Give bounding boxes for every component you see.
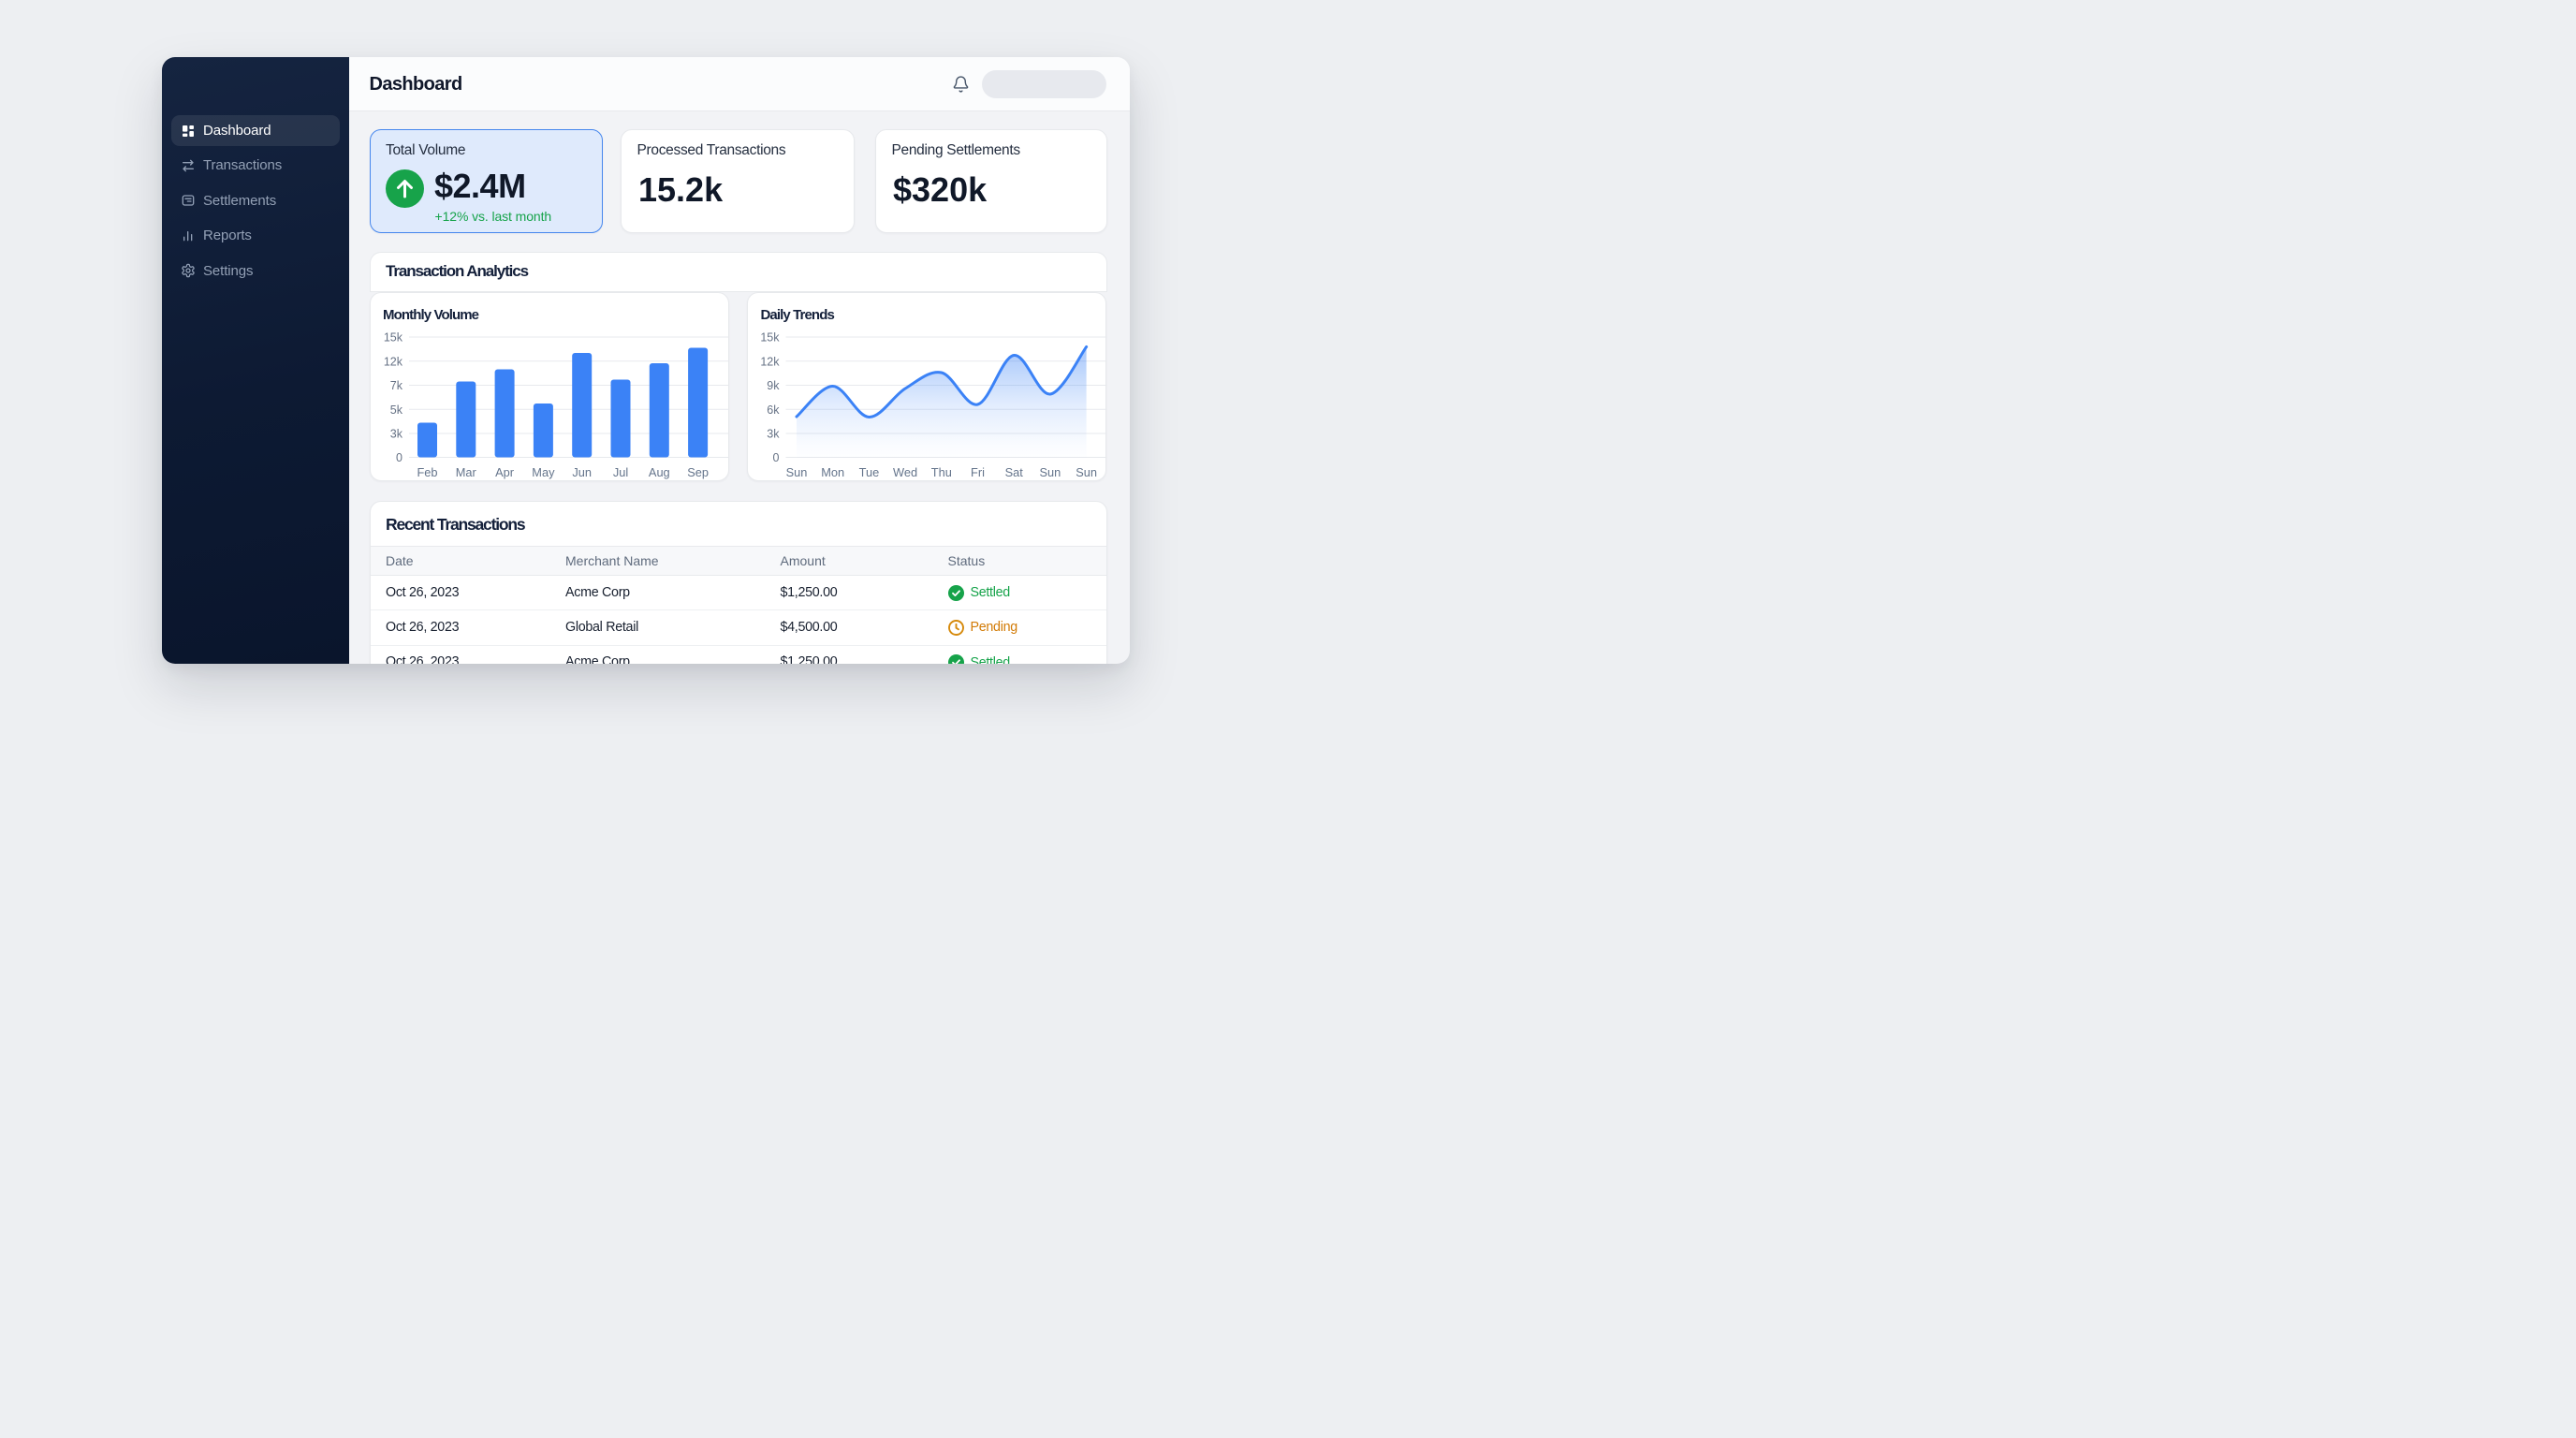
svg-text:Aug: Aug (648, 465, 669, 479)
svg-text:6k: 6k (767, 404, 780, 417)
svg-text:0: 0 (396, 451, 402, 464)
svg-text:Fri: Fri (971, 465, 985, 479)
svg-text:Sun: Sun (1040, 465, 1061, 479)
svg-text:7k: 7k (389, 379, 402, 392)
svg-text:Thu: Thu (931, 465, 952, 479)
svg-text:Sep: Sep (687, 465, 709, 479)
svg-text:Jul: Jul (612, 465, 627, 479)
svg-text:Mar: Mar (455, 465, 476, 479)
svg-text:12k: 12k (760, 355, 780, 368)
svg-text:Apr: Apr (495, 465, 515, 479)
svg-text:9k: 9k (767, 379, 780, 392)
svg-text:3k: 3k (389, 428, 402, 441)
svg-text:15k: 15k (383, 331, 402, 345)
svg-text:Jun: Jun (572, 465, 592, 479)
svg-text:3k: 3k (767, 428, 780, 441)
svg-text:12k: 12k (383, 355, 402, 368)
svg-text:Wed: Wed (893, 465, 917, 479)
svg-text:0: 0 (773, 451, 780, 464)
svg-text:Sun: Sun (1076, 465, 1097, 479)
svg-text:Feb: Feb (417, 465, 437, 479)
svg-text:May: May (532, 465, 555, 479)
svg-text:Sat: Sat (1005, 465, 1024, 479)
svg-text:Sun: Sun (786, 465, 808, 479)
svg-text:5k: 5k (389, 404, 402, 417)
svg-text:15k: 15k (760, 331, 780, 345)
svg-text:Mon: Mon (821, 465, 844, 479)
svg-text:Tue: Tue (859, 465, 880, 479)
